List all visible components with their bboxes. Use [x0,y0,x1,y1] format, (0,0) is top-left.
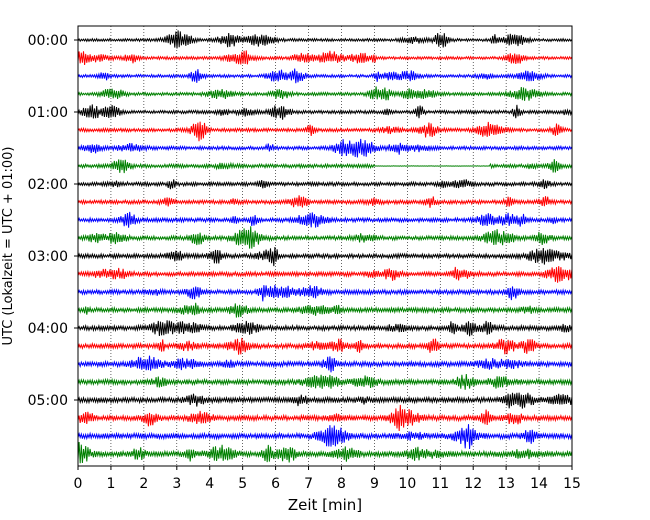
x-tick-label: 9 [370,476,379,492]
seismogram-trace [77,302,573,318]
x-tick-label: 15 [563,476,581,492]
x-tick-label: 10 [398,476,416,492]
x-tick-label: 7 [304,476,313,492]
seismogram-traces [77,30,573,464]
x-tick-label: 8 [337,476,346,492]
seismogram-trace [77,211,573,228]
x-tick-label: 3 [172,476,181,492]
seismogram-trace [77,404,573,431]
x-axis-ticks: 0 1 2 3 4 5 6 7 8 9 10 11 12 13 14 15 [74,466,581,492]
seismogram-trace [77,195,573,208]
seismogram-trace [77,159,573,174]
y-tick-label: 00:00 [28,33,68,49]
seismogram-trace [77,337,573,355]
seismogram-trace [77,121,573,142]
seismogram-trace [77,247,573,267]
seismogram-trace [77,441,573,464]
x-tick-label: 12 [464,476,482,492]
y-axis-label: UTC (Lokalzeit = UTC + 01:00) [1,147,16,346]
y-tick-label: 02:00 [28,177,68,193]
seismogram-trace [77,86,573,101]
seismogram-trace [77,50,573,65]
x-tick-label: 6 [271,476,280,492]
seismogram-trace [77,373,573,390]
seismogram-trace [77,138,573,158]
seismogram-trace [77,226,573,249]
x-tick-label: 5 [238,476,247,492]
plot-frame [77,25,573,467]
y-tick-label: 01:00 [28,105,68,121]
x-axis-label: Zeit [min] [288,496,362,514]
seismogram-trace [77,424,573,449]
x-tick-label: 4 [205,476,214,492]
x-tick-label: 2 [139,476,148,492]
seismogram-trace [77,179,573,190]
x-tick-label: 1 [106,476,115,492]
y-tick-label: 03:00 [28,249,68,265]
seismogram-trace [77,392,573,409]
seismogram-trace [77,320,573,337]
seismogram-trace [77,104,573,120]
y-axis-ticks: 00:00 01:00 02:00 03:00 04:00 05:00 [28,33,78,409]
seismogram-trace [77,68,573,84]
x-tick-label: 14 [530,476,548,492]
y-tick-label: 04:00 [28,321,68,337]
seismogram-trace [77,30,573,49]
x-tick-label: 13 [497,476,515,492]
seismogram-trace [77,355,573,373]
x-tick-label: 0 [74,476,83,492]
x-tick-label: 11 [431,476,449,492]
seismogram-trace [77,284,573,302]
seismogram-trace [77,266,573,283]
y-tick-label: 05:00 [28,393,68,409]
grid-lines [110,26,540,466]
